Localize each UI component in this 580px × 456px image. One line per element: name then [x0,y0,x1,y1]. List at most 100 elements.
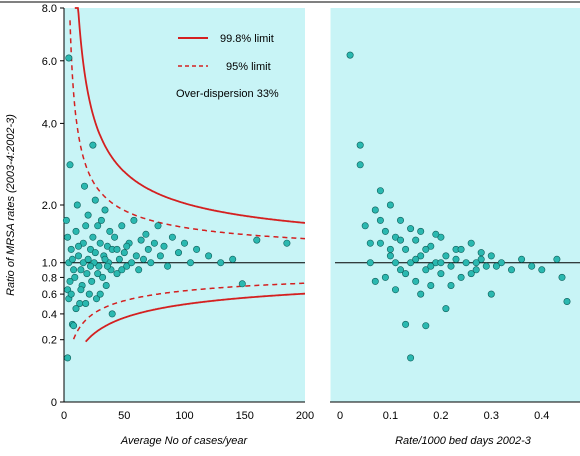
data-point [427,242,435,250]
data-point [427,281,435,289]
data-point [95,262,103,270]
data-point [412,277,420,285]
y-tick-label: 0.2 [42,335,57,347]
data-point [447,262,455,270]
data-point [217,259,225,267]
data-point [103,262,111,270]
data-point [376,216,384,224]
data-point [402,320,410,328]
right-points [346,51,571,362]
data-point [457,273,465,281]
data-point [487,252,495,260]
x-tick-label: 150 [236,410,254,422]
data-point [94,270,102,278]
data-point [462,259,470,267]
data-point [123,242,131,250]
data-point [164,262,172,270]
data-point [111,233,119,241]
data-point [64,354,72,362]
data-point [68,255,76,263]
data-point [396,266,404,274]
data-point [205,252,213,260]
data-point [386,245,394,253]
data-point [84,255,92,263]
data-point [82,222,90,230]
right-panel: 0 0.1 0.2 0.3 0.4 Rate/1000 bed days 2002-3 [329,8,580,447]
data-point [71,273,79,281]
data-point [487,290,495,298]
data-point [102,281,110,289]
data-point [422,266,430,274]
data-point [538,266,546,274]
data-point [472,259,480,267]
data-point [386,201,394,209]
data-point [467,270,475,278]
data-point [356,161,364,169]
data-point [518,255,526,263]
data-point [128,259,136,267]
data-point [447,281,455,289]
upper-998-limit [74,7,305,224]
data-point [89,141,97,149]
data-point [391,286,399,294]
data-point [81,182,89,190]
data-point [376,187,384,195]
data-point [113,270,121,278]
data-point [88,277,96,285]
x-tick-label: 0.3 [484,410,499,422]
y-tick-label: 0 [51,397,57,409]
data-point [70,266,78,274]
data-point [96,239,104,247]
right-x-axis: 0 0.1 0.2 0.3 0.4 [330,401,580,422]
data-point [376,239,384,247]
data-point [492,262,500,270]
data-point [144,245,152,253]
data-point [427,262,435,270]
data-point [96,290,104,298]
data-point [77,266,85,274]
data-point [417,290,425,298]
x-tick-label: 200 [296,410,314,422]
legend-998-label: 99.8% limit [220,33,274,45]
data-point [391,259,399,267]
left-points [62,54,291,362]
overdispersion-note: Over-dispersion 33% [176,88,279,100]
data-point [73,201,81,209]
y-tick-label: 1.0 [42,258,57,270]
data-point [137,236,145,244]
data-point [156,252,164,260]
left-panel: 0 0.2 0.4 0.6 0.8 1.0 2.0 4.0 6.0 8.0 0 50 100 150 20… [5,3,314,447]
data-point [497,259,505,267]
data-point [412,236,420,244]
upper-95-limit [69,20,305,240]
data-point [87,262,95,270]
data-point [123,262,131,270]
data-point [154,222,162,230]
data-point [67,290,75,298]
x-tick-label: 100 [175,410,193,422]
data-point [83,270,91,278]
data-point [187,259,195,267]
left-y-axis: 0 0.2 0.4 0.6 0.8 1.0 2.0 4.0 6.0 8.0 [42,3,65,409]
data-point [135,266,143,274]
data-point [175,249,183,257]
data-point [253,236,261,244]
data-point [193,245,201,253]
data-point [150,239,158,247]
left-x-axis: 0 50 100 150 200 [61,401,314,422]
data-point [147,259,155,267]
data-point [558,273,566,281]
data-point [94,222,102,230]
data-point [553,255,561,263]
data-point [366,239,374,247]
left-plot-area [64,8,305,402]
lower-95-limit [72,282,305,340]
data-point [507,266,515,274]
data-point [87,245,95,253]
data-point [72,227,80,235]
y-tick-label: 2.0 [42,200,57,212]
legend-95-label: 95% limit [226,61,271,73]
lower-998-limit [85,292,305,343]
data-point [120,249,128,257]
data-point [181,239,189,247]
